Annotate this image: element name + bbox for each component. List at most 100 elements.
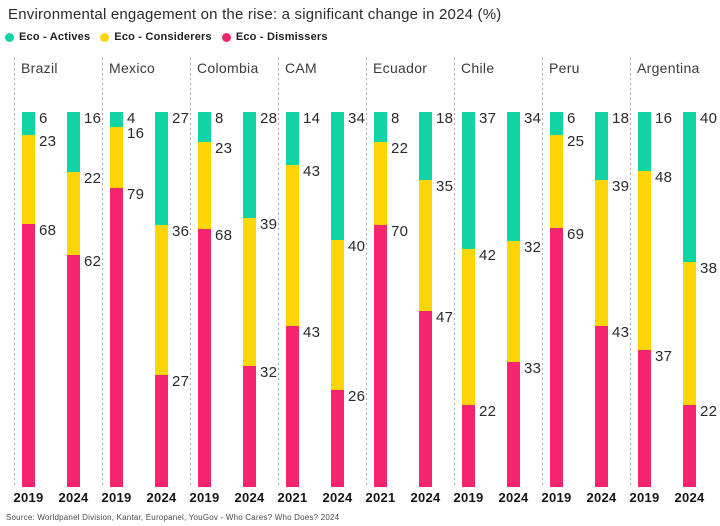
- year-axis-label: 2021: [365, 490, 396, 505]
- bar-segment-considerers: [286, 164, 299, 326]
- bar-segment-considerers: [331, 239, 344, 390]
- stacked-bar: [638, 112, 651, 487]
- group-separator-line: [14, 58, 15, 488]
- stacked-bar: [67, 112, 80, 487]
- year-axis-label: 2024: [586, 490, 617, 505]
- value-label-dismissers: 33: [524, 360, 542, 377]
- value-label-dismissers: 68: [39, 222, 57, 240]
- value-label-actives: 16: [655, 110, 673, 127]
- value-label-considerers: 22: [391, 140, 409, 157]
- bar-segment-considerers: [595, 179, 608, 326]
- value-label-considerers: 23: [39, 133, 57, 151]
- bar-segment-actives: [286, 112, 299, 165]
- value-label-considerers: 32: [524, 238, 542, 256]
- year-axis-label: 2019: [13, 490, 44, 505]
- source-note: Source: Worldpanel Division, Kantar, Eur…: [6, 513, 340, 522]
- bar-segment-dismissers: [462, 405, 475, 487]
- bar-segment-actives: [67, 112, 80, 172]
- value-label-actives: 8: [391, 110, 400, 127]
- value-label-actives: 14: [303, 110, 321, 127]
- value-label-actives: 40: [700, 110, 718, 127]
- year-axis-label: 2024: [410, 490, 441, 505]
- value-label-dismissers: 43: [612, 323, 630, 341]
- value-label-dismissers: 32: [260, 363, 278, 381]
- bar-segment-dismissers: [22, 224, 35, 487]
- bar-segment-dismissers: [198, 229, 211, 487]
- value-label-actives: 27: [172, 110, 190, 127]
- value-label-dismissers: 22: [700, 402, 718, 420]
- value-label-considerers: 36: [172, 222, 190, 240]
- bar-segment-considerers: [155, 224, 168, 375]
- value-label-considerers: 43: [303, 162, 321, 180]
- bar-segment-dismissers: [374, 224, 387, 487]
- value-label-dismissers: 69: [567, 226, 585, 244]
- bar-segment-considerers: [67, 172, 80, 255]
- country-label: Ecuador: [373, 60, 428, 76]
- bar-segment-actives: [110, 112, 123, 128]
- value-label-actives: 6: [39, 110, 48, 127]
- bar-segment-considerers: [462, 249, 475, 406]
- legend-item-actives: Eco - Actives: [5, 31, 90, 43]
- country-label: Chile: [461, 60, 495, 76]
- stacked-bar: [507, 112, 520, 487]
- bar-segment-considerers: [507, 240, 520, 362]
- bar-segment-considerers: [243, 218, 256, 366]
- country-label: Brazil: [21, 60, 58, 76]
- stacked-bar: [331, 112, 344, 487]
- bar-segment-actives: [550, 112, 563, 135]
- year-axis-label: 2024: [674, 490, 705, 505]
- value-label-dismissers: 70: [391, 222, 409, 240]
- stacked-bar: [155, 112, 168, 487]
- group-separator-line: [454, 58, 455, 488]
- year-axis-label: 2019: [101, 490, 132, 505]
- value-label-dismissers: 68: [215, 227, 233, 245]
- bar-segment-actives: [507, 112, 520, 241]
- legend-label: Eco - Considerers: [114, 31, 212, 43]
- stacked-bar: [198, 112, 211, 487]
- value-label-dismissers: 62: [84, 252, 102, 270]
- value-label-actives: 8: [215, 110, 224, 127]
- legend: Eco - Actives Eco - Considerers Eco - Dism…: [5, 31, 328, 43]
- bar-segment-dismissers: [550, 228, 563, 487]
- country-label: Argentina: [637, 60, 700, 76]
- bar-segment-dismissers: [67, 254, 80, 487]
- actives-legend-dot-icon: [5, 32, 14, 42]
- value-label-considerers: 39: [612, 177, 630, 195]
- year-axis-label: 2024: [234, 490, 265, 505]
- legend-item-dismissers: Eco - Dismissers: [221, 31, 328, 43]
- value-label-actives: 37: [479, 110, 497, 127]
- value-label-dismissers: 43: [303, 323, 321, 341]
- bar-segment-actives: [331, 112, 344, 240]
- group-separator-line: [190, 58, 191, 488]
- bar-segment-considerers: [374, 142, 387, 225]
- bar-segment-dismissers: [110, 187, 123, 487]
- stacked-bar: [462, 112, 475, 487]
- value-label-actives: 18: [612, 110, 630, 127]
- country-label: Colombia: [197, 60, 259, 76]
- bar-segment-considerers: [683, 262, 696, 405]
- bar-segment-actives: [638, 112, 651, 172]
- value-label-actives: 28: [260, 110, 278, 127]
- bar-segment-considerers: [638, 171, 651, 350]
- value-label-considerers: 48: [655, 169, 673, 187]
- value-label-actives: 4: [127, 110, 136, 127]
- bar-segment-actives: [155, 112, 168, 225]
- value-label-dismissers: 27: [172, 372, 190, 390]
- value-label-actives: 18: [436, 110, 454, 127]
- year-axis-label: 2024: [146, 490, 177, 505]
- dismissers-legend-dot-icon: [221, 32, 231, 42]
- bar-segment-dismissers: [286, 325, 299, 487]
- bar-segment-dismissers: [419, 310, 432, 487]
- bar-segment-dismissers: [243, 365, 256, 487]
- legend-label: Eco - Dismissers: [235, 31, 328, 43]
- country-label: CAM: [285, 60, 318, 76]
- stacked-bar: [374, 112, 387, 487]
- bar-segment-dismissers: [683, 404, 696, 487]
- value-label-actives: 34: [524, 110, 542, 127]
- stacked-bar: [286, 112, 299, 487]
- bar-segment-considerers: [198, 142, 211, 230]
- value-label-dismissers: 22: [479, 403, 497, 421]
- year-axis-label: 2019: [541, 490, 572, 505]
- stacked-bar: [110, 112, 123, 487]
